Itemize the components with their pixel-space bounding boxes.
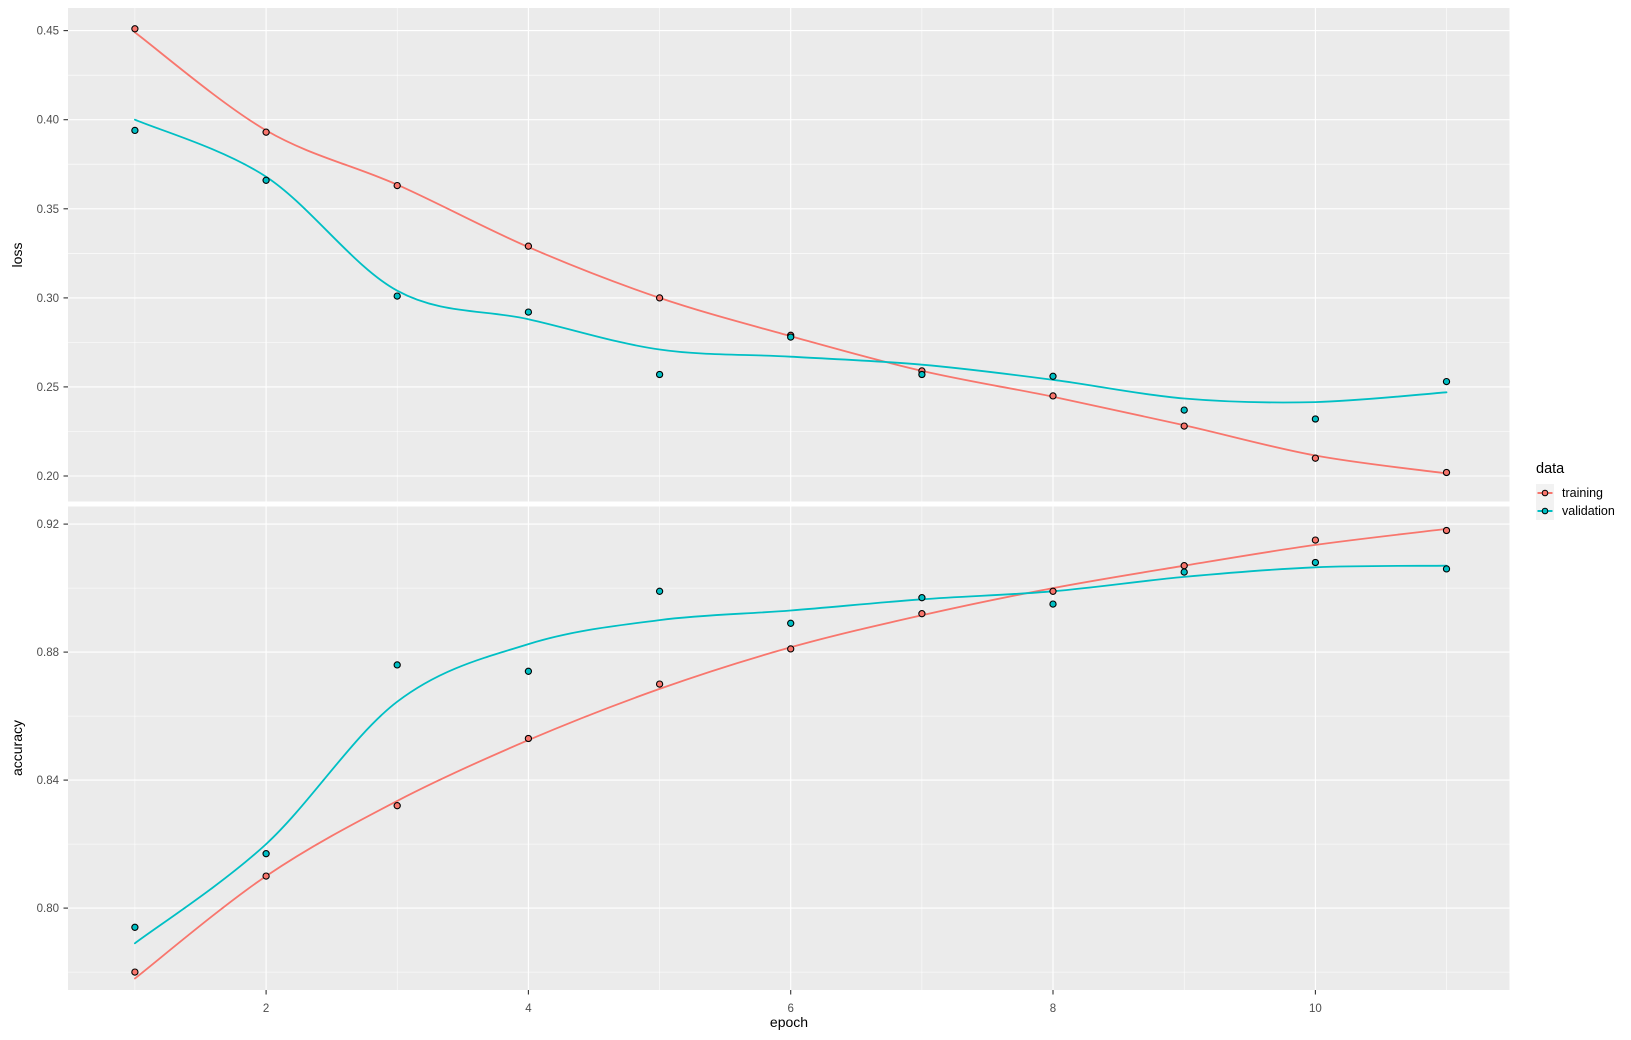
y-axis-title-accuracy: accuracy [9,719,25,777]
data-point-training-loss-epoch-2 [262,128,270,136]
legend-label-training: training [1562,486,1603,500]
data-point-training-accuracy-epoch-3 [393,802,401,810]
data-point-validation-loss-epoch-6 [787,333,795,341]
data-point-validation-accuracy-epoch-4 [524,667,533,675]
data-point-validation-accuracy-epoch-1 [131,923,139,931]
data-point-validation-accuracy-epoch-3 [393,661,401,669]
x-axis-tick-label: 10 [1309,1003,1322,1015]
x-axis-tick-label: 6 [787,1003,793,1015]
data-point-validation-loss-epoch-11 [1442,377,1451,386]
data-point-validation-loss-epoch-3 [393,292,401,300]
data-point-validation-accuracy-epoch-10 [1311,558,1320,567]
smooth-line-training-accuracy [134,528,1448,980]
data-point-validation-loss-epoch-2 [262,176,270,184]
legend-key-validation-icon [1536,502,1554,520]
y-axis-tick-label: 0.88 [37,647,59,659]
data-point-training-accuracy-epoch-1 [131,968,139,976]
data-point-training-loss-epoch-10 [1311,454,1320,462]
legend-label-validation: validation [1562,504,1615,518]
y-axis-tick-label: 0.45 [37,26,59,38]
data-point-validation-loss-epoch-1 [131,126,139,135]
x-axis-title: epoch [769,1014,809,1030]
data-point-training-loss-epoch-1 [131,25,139,33]
data-point-training-loss-epoch-4 [524,242,533,250]
data-point-validation-accuracy-epoch-6 [787,619,795,627]
y-axis-tick-label: 0.40 [37,115,59,127]
y-axis-tick-label: 0.20 [37,471,59,483]
data-point-training-accuracy-epoch-11 [1442,526,1451,535]
data-point-validation-accuracy-epoch-8 [1049,600,1057,608]
data-point-training-loss-epoch-11 [1442,468,1451,477]
smooth-line-validation-accuracy [134,564,1448,945]
data-point-validation-accuracy-epoch-2 [262,850,270,858]
data-point-training-accuracy-epoch-5 [655,680,664,688]
data-point-validation-accuracy-epoch-9 [1180,568,1188,576]
data-point-training-accuracy-epoch-9 [1180,562,1188,570]
data-point-training-loss-epoch-3 [393,181,401,190]
data-point-validation-accuracy-epoch-5 [655,587,664,595]
y-axis-tick-label: 0.92 [37,519,59,531]
data-point-validation-loss-epoch-10 [1311,415,1320,423]
data-point-validation-loss-epoch-5 [655,370,664,379]
x-axis-tick-label: 8 [1050,1003,1056,1015]
data-point-validation-loss-epoch-8 [1049,372,1057,380]
data-point-training-accuracy-epoch-10 [1311,536,1320,544]
y-axis-tick-label: 0.35 [37,204,59,216]
data-point-training-loss-epoch-5 [655,294,664,302]
data-point-training-loss-epoch-8 [1049,392,1057,400]
data-point-training-accuracy-epoch-7 [918,610,926,618]
y-axis-tick-label: 0.80 [37,903,59,915]
data-point-validation-accuracy-epoch-11 [1442,565,1451,573]
legend: data training validation [1536,461,1615,520]
data-point-validation-loss-epoch-4 [524,308,533,316]
legend-entry-validation: validation [1536,502,1615,520]
legend-title: data [1536,461,1565,477]
smooth-line-validation-loss [134,118,1448,404]
y-axis-title-loss: loss [9,242,25,268]
data-point-validation-loss-epoch-7 [918,370,926,379]
data-point-training-loss-epoch-9 [1180,422,1188,430]
x-axis-tick-label: 2 [263,1003,269,1015]
y-axis-tick-label: 0.84 [37,775,60,787]
y-axis-tick-label: 0.25 [37,382,59,394]
data-point-training-accuracy-epoch-8 [1049,587,1057,595]
data-point-training-accuracy-epoch-4 [524,734,533,743]
data-point-training-accuracy-epoch-2 [262,872,270,880]
x-axis-tick-label: 4 [525,1003,532,1015]
legend-key-training-icon [1536,484,1554,502]
data-point-training-accuracy-epoch-6 [787,645,795,653]
panel-loss [68,8,1510,502]
data-point-validation-loss-epoch-9 [1180,406,1188,414]
legend-entry-training: training [1536,484,1615,502]
panel-accuracy [68,506,1510,990]
data-point-validation-accuracy-epoch-7 [918,594,926,602]
y-axis-tick-label: 0.30 [37,293,59,305]
